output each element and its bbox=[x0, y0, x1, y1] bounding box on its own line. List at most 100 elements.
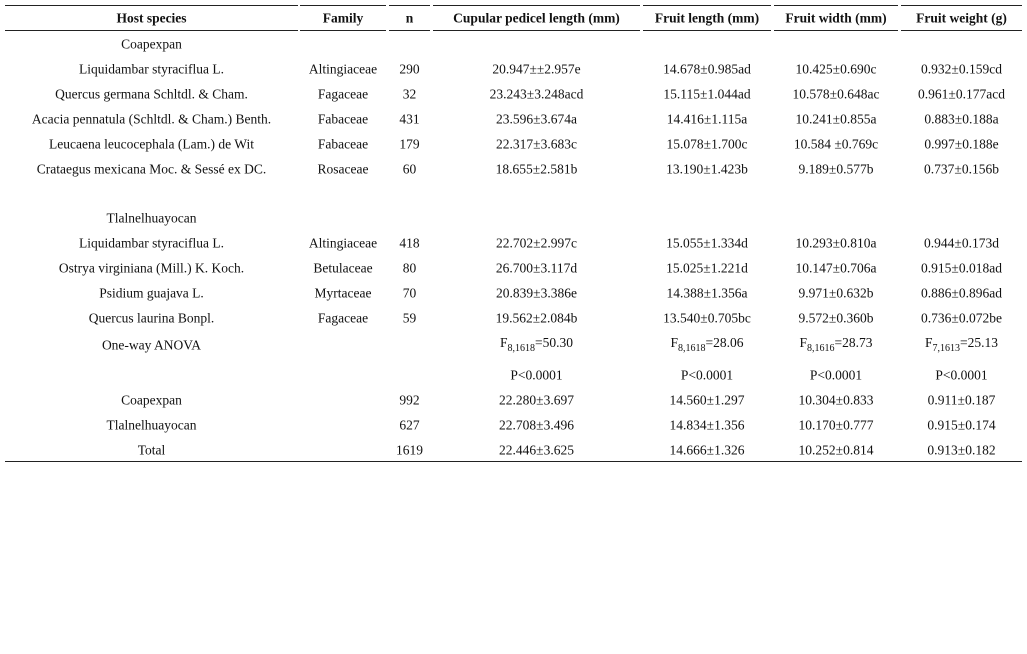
table-cell: 59 bbox=[402, 310, 417, 326]
table-cell: 14.834±1.356 bbox=[669, 417, 745, 433]
table-cell: 14.388±1.356a bbox=[666, 285, 748, 301]
header-rule bbox=[5, 30, 298, 31]
table-cell: 0.913±0.182 bbox=[927, 442, 996, 458]
table-cell: 23.243±3.248acd bbox=[489, 86, 584, 102]
table-cell: Altingiaceae bbox=[308, 61, 378, 77]
table-cell: Fagaceae bbox=[317, 310, 369, 326]
table-cell: 9.189±0.577b bbox=[798, 161, 874, 177]
column-header: Fruit width (mm) bbox=[785, 10, 887, 26]
table-cell: F8,1618=28.06 bbox=[670, 336, 743, 354]
column-header: n bbox=[405, 10, 414, 26]
table-cell: 0.736±0.072be bbox=[921, 310, 1002, 326]
stat-df: 7,1613 bbox=[932, 342, 961, 354]
table-cell: 15.115±1.044ad bbox=[663, 86, 751, 102]
stat-df: 8,1616 bbox=[807, 342, 835, 354]
top-rule bbox=[901, 5, 1022, 6]
table-cell: 9.971±0.632b bbox=[798, 285, 874, 301]
table-cell: 14.416±1.115a bbox=[666, 111, 748, 127]
top-rule bbox=[643, 5, 771, 6]
table-cell: 15.025±1.221d bbox=[666, 260, 748, 276]
stat-symbol: F bbox=[670, 335, 679, 351]
table-cell: 1619 bbox=[396, 442, 423, 458]
table-cell: 26.700±3.117d bbox=[495, 260, 578, 276]
table-cell: Coapexpan bbox=[121, 36, 182, 52]
table-cell: F7,1613=25.13 bbox=[925, 336, 998, 354]
column-header: Fruit length (mm) bbox=[654, 10, 760, 26]
table-cell: 0.961±0.177acd bbox=[918, 86, 1005, 102]
table-cell: 627 bbox=[399, 417, 420, 433]
table-cell: 0.737±0.156b bbox=[924, 161, 999, 177]
table-cell: 9.572±0.360b bbox=[798, 310, 874, 326]
table-cell: P<0.0001 bbox=[935, 367, 988, 383]
column-header: Host species bbox=[116, 10, 187, 26]
table-cell: 179 bbox=[399, 136, 420, 152]
table-cell: 15.055±1.334d bbox=[666, 235, 748, 251]
table-cell: One-way ANOVA bbox=[101, 337, 202, 353]
table-cell: 10.425±0.690c bbox=[795, 61, 877, 77]
table-cell: P<0.0001 bbox=[680, 367, 734, 383]
table-cell: Betulaceae bbox=[313, 260, 373, 276]
stat-value: =28.06 bbox=[705, 335, 744, 351]
table-cell: 0.944±0.173d bbox=[924, 235, 999, 251]
header-rule bbox=[433, 30, 640, 31]
table-cell: 70 bbox=[402, 285, 417, 301]
table-cell: 10.252±0.814 bbox=[798, 442, 874, 458]
table-cell: F8,1616=28.73 bbox=[799, 336, 872, 354]
table-cell: Fabaceae bbox=[317, 111, 369, 127]
header-rule bbox=[774, 30, 898, 31]
table-cell: 10.147±0.706a bbox=[795, 260, 877, 276]
table-cell: P<0.0001 bbox=[510, 367, 563, 383]
table-cell: Psidium guajava L. bbox=[99, 285, 204, 301]
table-cell: 18.655±2.581b bbox=[495, 161, 578, 177]
table-cell: 0.911±0.187 bbox=[927, 392, 996, 408]
table-cell: 32 bbox=[402, 86, 417, 102]
stat-symbol: F bbox=[799, 335, 808, 351]
stat-symbol: F bbox=[499, 335, 508, 351]
table-cell: Altingiaceae bbox=[308, 235, 378, 251]
table-cell: P<0.0001 bbox=[809, 367, 863, 383]
table-cell: Fabaceae bbox=[317, 136, 369, 152]
table-cell: Tlalnelhuayocan bbox=[106, 210, 197, 226]
table-cell: 20.947±±2.957e bbox=[492, 61, 581, 77]
table-cell: 14.666±1.326 bbox=[669, 442, 745, 458]
table-cell: 992 bbox=[399, 392, 420, 408]
table-cell: Myrtaceae bbox=[314, 285, 372, 301]
table-cell: 10.578±0.648ac bbox=[792, 86, 880, 102]
table-cell: 23.596±3.674a bbox=[496, 111, 577, 127]
table-cell: 10.170±0.777 bbox=[798, 417, 874, 433]
table-cell: 60 bbox=[402, 161, 417, 177]
table-cell: Liquidambar styraciflua L. bbox=[78, 235, 225, 251]
bottom-rule bbox=[5, 461, 1022, 462]
table-cell: Rosaceae bbox=[317, 161, 369, 177]
header-rule bbox=[643, 30, 771, 31]
table-cell: 13.190±1.423b bbox=[666, 161, 748, 177]
table-cell: 10.304±0.833 bbox=[798, 392, 874, 408]
table-cell: 22.702±2.997c bbox=[496, 235, 577, 251]
column-header: Cupular pedicel length (mm) bbox=[453, 10, 620, 26]
table-cell: Tlalnelhuayocan bbox=[106, 417, 197, 433]
table-cell: F8,1618=50.30 bbox=[500, 336, 573, 354]
table-cell: 0.997±0.188e bbox=[924, 136, 999, 152]
table-cell: Acacia pennatula (Schltdl. & Cham.) Bent… bbox=[31, 111, 272, 127]
table-cell: Total bbox=[137, 442, 166, 458]
table-cell: 0.915±0.018ad bbox=[921, 260, 1002, 276]
column-header: Fruit weight (g) bbox=[916, 10, 1007, 26]
table-cell: 22.446±3.625 bbox=[499, 442, 574, 458]
table-cell: 15.078±1.700c bbox=[666, 136, 748, 152]
table-cell: Liquidambar styraciflua L. bbox=[78, 61, 225, 77]
table-cell: Quercus laurina Bonpl. bbox=[88, 310, 215, 326]
table-cell: Leucaena leucocephala (Lam.) de Wit bbox=[49, 136, 254, 152]
top-rule bbox=[5, 5, 298, 6]
header-rule bbox=[901, 30, 1022, 31]
table-cell: Ostrya virginiana (Mill.) K. Koch. bbox=[58, 260, 245, 276]
table-cell: Coapexpan bbox=[121, 392, 182, 408]
top-rule bbox=[433, 5, 640, 6]
table-cell: 14.560±1.297 bbox=[669, 392, 745, 408]
table-cell: 80 bbox=[402, 260, 417, 276]
column-header: Family bbox=[322, 10, 364, 26]
top-rule bbox=[300, 5, 386, 6]
table-cell: 0.886±0.896ad bbox=[921, 285, 1002, 301]
table-cell: Quercus germana Schltdl. & Cham. bbox=[55, 86, 248, 102]
table-cell: 0.915±0.174 bbox=[927, 417, 996, 433]
stat-df: 8,1618 bbox=[507, 342, 536, 354]
